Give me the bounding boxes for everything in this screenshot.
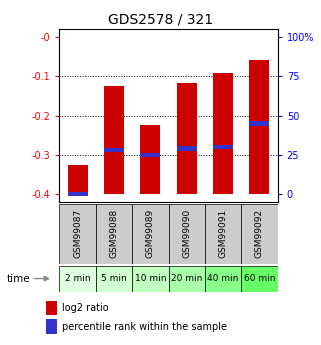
Bar: [213, 73, 233, 194]
Bar: [46, 301, 57, 315]
Text: log2 ratio: log2 ratio: [62, 303, 109, 313]
Bar: [104, 148, 124, 152]
Bar: [205, 204, 241, 264]
Text: GSM99088: GSM99088: [109, 209, 118, 258]
Text: GSM99091: GSM99091: [219, 209, 228, 258]
Bar: [59, 266, 96, 292]
Bar: [67, 165, 88, 194]
Bar: [249, 121, 270, 126]
Bar: [213, 145, 233, 149]
Text: GSM99087: GSM99087: [73, 209, 82, 258]
Text: 60 min: 60 min: [244, 274, 275, 283]
Text: 5 min: 5 min: [101, 274, 127, 283]
Text: GSM99092: GSM99092: [255, 209, 264, 258]
Text: GDS2578 / 321: GDS2578 / 321: [108, 12, 213, 26]
Bar: [140, 152, 160, 157]
Bar: [67, 192, 88, 196]
Text: 2 min: 2 min: [65, 274, 91, 283]
Bar: [132, 204, 169, 264]
Text: GSM99089: GSM99089: [146, 209, 155, 258]
Bar: [205, 266, 241, 292]
Bar: [241, 266, 278, 292]
Bar: [59, 204, 96, 264]
Bar: [241, 204, 278, 264]
Bar: [177, 146, 197, 151]
Bar: [96, 204, 132, 264]
Bar: [177, 83, 197, 194]
Bar: [169, 204, 205, 264]
Text: GSM99090: GSM99090: [182, 209, 191, 258]
Bar: [132, 266, 169, 292]
Bar: [104, 86, 124, 194]
Bar: [46, 319, 57, 334]
Bar: [96, 266, 132, 292]
Bar: [249, 60, 270, 194]
Bar: [140, 125, 160, 194]
Text: 40 min: 40 min: [207, 274, 239, 283]
Text: time: time: [6, 274, 30, 284]
Text: 10 min: 10 min: [134, 274, 166, 283]
Text: percentile rank within the sample: percentile rank within the sample: [62, 322, 227, 332]
Text: 20 min: 20 min: [171, 274, 203, 283]
Bar: [169, 266, 205, 292]
